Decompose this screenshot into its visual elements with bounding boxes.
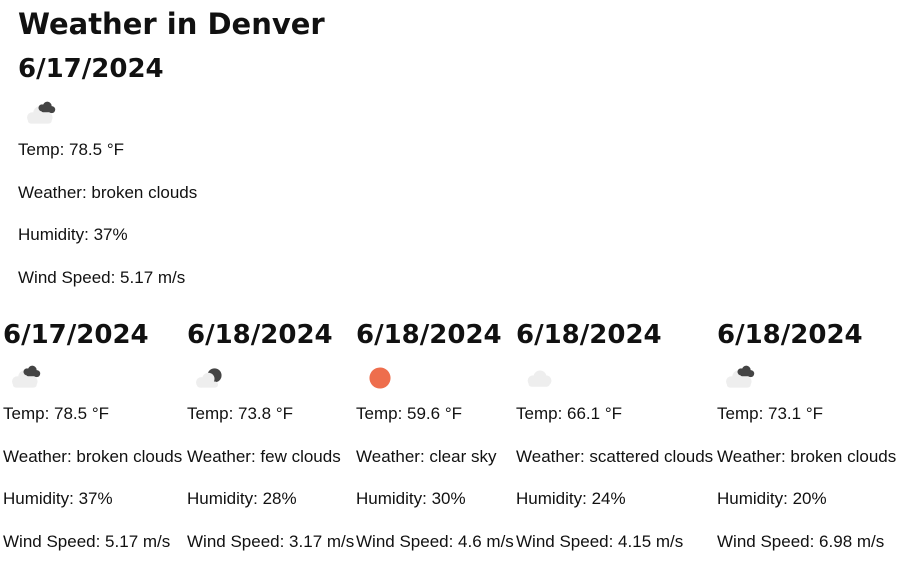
forecast-wind: Wind Speed: 4.15 m/s: [516, 531, 684, 551]
forecast-weather-desc: Weather: few clouds: [187, 446, 341, 466]
forecast-temp: Temp: 59.6 °F: [356, 404, 463, 423]
forecast-weather-desc: Weather: broken clouds: [3, 446, 183, 466]
scattered-clouds-icon: [527, 370, 552, 387]
forecast-date: 6/18/2024: [516, 320, 662, 350]
forecast-temp: Temp: 66.1 °F: [516, 404, 623, 423]
forecast-date: 6/18/2024: [187, 320, 333, 350]
forecast-humidity: Humidity: 28%: [187, 489, 297, 508]
forecast-humidity: Humidity: 24%: [516, 489, 626, 508]
forecast-date: 6/18/2024: [356, 320, 502, 350]
forecast-temp: Temp: 73.1 °F: [717, 404, 824, 423]
forecast-weather-desc: Weather: scattered clouds: [516, 446, 714, 466]
forecast-card: 6/18/2024 Temp: 59.6 °F Weather: clear s…: [356, 316, 514, 552]
forecast-weather-desc: Weather: clear sky: [356, 446, 497, 466]
broken-clouds-icon: [27, 101, 56, 124]
forecast-wind: Wind Speed: 3.17 m/s: [187, 531, 355, 551]
forecast-wind: Wind Speed: 5.17 m/s: [3, 531, 171, 551]
forecast-wind: Wind Speed: 6.98 m/s: [717, 531, 885, 551]
forecast-humidity: Humidity: 37%: [3, 489, 113, 508]
forecast-humidity: Humidity: 30%: [356, 489, 466, 508]
forecast-card: 6/18/2024 Temp: 73.8 °F Weather: few clo…: [187, 316, 354, 552]
forecast-card: 6/17/2024 Temp: 78.5 °F Weather: broken …: [3, 316, 182, 552]
current-wind: Wind Speed: 5.17 m/s: [18, 267, 186, 287]
current-temp: Temp: 78.5 °F: [18, 140, 125, 159]
forecast-card: 6/18/2024 Temp: 66.1 °F Weather: scatter…: [516, 316, 713, 552]
current-weather: 6/17/2024 Temp: 78.5 °F Weather: broken …: [18, 50, 197, 288]
forecast-date: 6/18/2024: [717, 320, 863, 350]
forecast-list: 6/17/2024 Temp: 78.5 °F Weather: broken …: [0, 316, 916, 566]
forecast-date: 6/17/2024: [3, 320, 149, 350]
forecast-card: 6/18/2024 Temp: 73.1 °F Weather: broken …: [717, 316, 896, 552]
forecast-wind: Wind Speed: 4.6 m/s: [356, 531, 514, 551]
forecast-temp: Temp: 78.5 °F: [3, 404, 110, 423]
few-clouds-icon: [196, 368, 222, 388]
broken-clouds-icon: [12, 365, 41, 388]
forecast-humidity: Humidity: 20%: [717, 489, 827, 508]
forecast-weather-desc: Weather: broken clouds: [717, 446, 897, 466]
forecast-temp: Temp: 73.8 °F: [187, 404, 294, 423]
page-title: Weather in Denver: [18, 7, 325, 41]
current-weather-desc: Weather: broken clouds: [18, 182, 198, 202]
broken-clouds-icon: [726, 365, 755, 388]
clear-sky-icon: [369, 367, 391, 389]
current-date: 6/17/2024: [18, 54, 164, 84]
current-humidity: Humidity: 37%: [18, 225, 128, 244]
